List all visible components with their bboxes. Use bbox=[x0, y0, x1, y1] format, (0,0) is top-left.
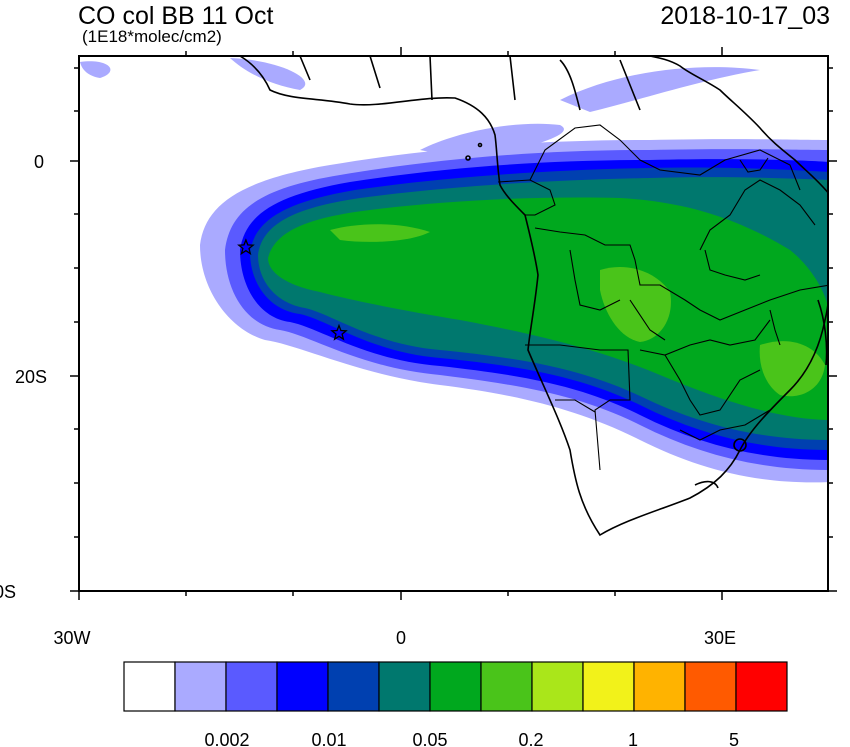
colorbar-swatch bbox=[480, 661, 533, 712]
colorbar-swatch bbox=[174, 661, 227, 712]
colorbar-label: 5 bbox=[729, 730, 739, 747]
colorbar-swatch bbox=[633, 661, 686, 712]
y-label-0: 0 bbox=[34, 152, 44, 172]
star-marker bbox=[237, 238, 255, 256]
map-title: CO col BB 11 Oct bbox=[78, 2, 274, 30]
co-plume-field bbox=[80, 58, 828, 483]
colorbar-swatch bbox=[429, 661, 482, 712]
x-label-30e: 30E bbox=[704, 628, 736, 648]
colorbar-labels: 0.002 0.01 0.05 0.2 1 5 bbox=[204, 730, 739, 747]
colorbar bbox=[123, 661, 788, 712]
colorbar-swatch bbox=[735, 661, 788, 712]
colorbar-label: 1 bbox=[628, 730, 638, 747]
datestamp: 2018-10-17_03 bbox=[660, 2, 830, 30]
star-marker bbox=[330, 323, 348, 341]
units-label: (1E18*molec/cm2) bbox=[82, 27, 222, 46]
y-label-40s: 40S bbox=[0, 582, 16, 602]
colorbar-label: 0.2 bbox=[518, 730, 543, 747]
colorbar-swatch bbox=[531, 661, 584, 712]
x-label-0: 0 bbox=[396, 628, 406, 648]
colorbar-swatch bbox=[582, 661, 635, 712]
coastlines bbox=[239, 56, 828, 537]
colorbar-label: 0.05 bbox=[412, 730, 447, 747]
colorbar-swatch bbox=[378, 661, 431, 712]
x-label-30w: 30W bbox=[53, 628, 90, 648]
colorbar-swatch bbox=[327, 661, 380, 712]
y-label-20s: 20S bbox=[15, 367, 47, 387]
colorbar-swatch bbox=[276, 661, 329, 712]
colorbar-label: 0.002 bbox=[204, 730, 249, 747]
site-markers bbox=[237, 238, 348, 341]
axis-ticks bbox=[70, 47, 837, 600]
colorbar-swatch bbox=[123, 661, 176, 712]
plot-frame bbox=[78, 55, 829, 592]
colorbar-label: 0.01 bbox=[311, 730, 346, 747]
colorbar-swatch bbox=[684, 661, 737, 712]
country-borders bbox=[497, 124, 828, 471]
colorbar-swatch bbox=[225, 661, 278, 712]
